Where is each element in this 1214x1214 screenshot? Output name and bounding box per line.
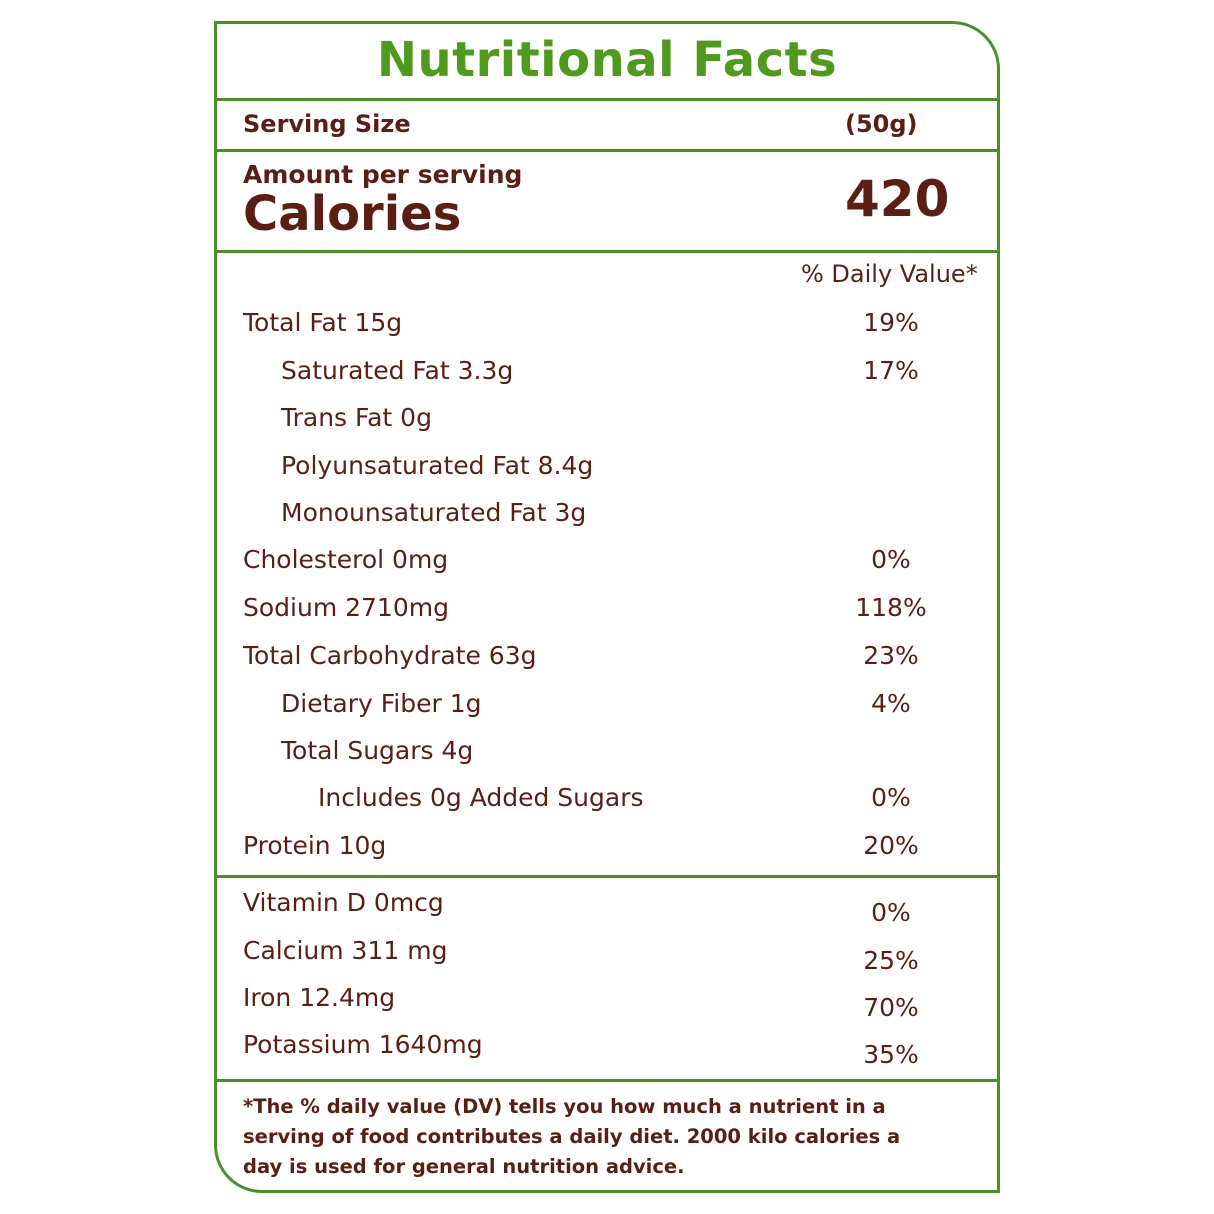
vitamin-daily-value: 70% — [863, 993, 919, 1022]
nutrient-name: Total Carbohydrate 63g — [243, 641, 537, 670]
vitamin-row: Iron 12.4mg 70% — [217, 983, 997, 1023]
nutrient-name: Trans Fat 0g — [281, 403, 432, 432]
nutrient-name: Includes 0g Added Sugars — [318, 783, 644, 812]
vitamin-daily-value: 25% — [863, 946, 919, 975]
nutrient-daily-value: 19% — [863, 308, 919, 337]
vitamin-row: Potassium 1640mg 35% — [217, 1030, 997, 1070]
nutrient-row: Sodium 2710mg 118% — [217, 593, 997, 633]
vitamin-daily-value: 0% — [871, 898, 911, 927]
divider-vitamins — [217, 875, 997, 878]
nutrient-name: Polyunsaturated Fat 8.4g — [281, 451, 594, 480]
nutrient-row: Trans Fat 0g — [217, 403, 997, 443]
panel-title: Nutritional Facts — [376, 32, 838, 88]
nutrient-name: Protein 10g — [243, 831, 387, 860]
nutrient-name: Dietary Fiber 1g — [281, 689, 482, 718]
vitamin-row: Vitamin D 0mcg 0% — [217, 888, 997, 928]
divider-title — [217, 98, 997, 101]
nutrient-daily-value: 4% — [871, 689, 911, 718]
nutrient-row: Cholesterol 0mg 0% — [217, 545, 997, 585]
nutrient-daily-value: 0% — [871, 783, 911, 812]
daily-value-header: % Daily Value* — [801, 260, 978, 288]
nutrient-row: Polyunsaturated Fat 8.4g — [217, 451, 997, 491]
nutrient-daily-value: 17% — [863, 356, 919, 385]
amount-per-serving-label: Amount per serving — [243, 160, 523, 189]
nutrient-daily-value: 118% — [855, 593, 927, 622]
calories-label: Calories — [243, 186, 462, 242]
nutrient-name: Monounsaturated Fat 3g — [281, 498, 587, 527]
vitamin-name: Calcium 311 mg — [243, 936, 448, 965]
nutrient-row: Includes 0g Added Sugars 0% — [217, 783, 997, 823]
calories-value: 420 — [845, 170, 950, 228]
divider-footnote — [217, 1079, 997, 1082]
nutrient-name: Total Fat 15g — [243, 308, 403, 337]
vitamin-row: Calcium 311 mg 25% — [217, 936, 997, 976]
vitamin-name: Potassium 1640mg — [243, 1030, 483, 1059]
divider-calories — [217, 250, 997, 253]
nutrient-row: Total Carbohydrate 63g 23% — [217, 641, 997, 681]
footnote: *The % daily value (DV) tells you how mu… — [243, 1095, 901, 1178]
nutrient-name: Saturated Fat 3.3g — [281, 356, 514, 385]
vitamin-name: Vitamin D 0mcg — [243, 888, 444, 917]
nutrient-name: Cholesterol 0mg — [243, 545, 449, 574]
nutrient-row: Monounsaturated Fat 3g — [217, 498, 997, 538]
vitamin-name: Iron 12.4mg — [243, 983, 396, 1012]
nutrition-facts-panel: Nutritional Facts Serving Size (50g) Amo… — [214, 21, 1000, 1193]
serving-size-label: Serving Size — [243, 110, 411, 138]
nutrient-row: Total Sugars 4g — [217, 736, 997, 776]
nutrient-daily-value: 0% — [871, 545, 911, 574]
nutrient-daily-value: 23% — [863, 641, 919, 670]
nutrient-row: Dietary Fiber 1g 4% — [217, 689, 997, 729]
vitamin-daily-value: 35% — [863, 1040, 919, 1069]
nutrient-row: Total Fat 15g 19% — [217, 308, 997, 348]
serving-size-value: (50g) — [845, 110, 918, 138]
nutrient-name: Total Sugars 4g — [281, 736, 474, 765]
divider-serving — [217, 149, 997, 152]
nutrient-row: Saturated Fat 3.3g 17% — [217, 356, 997, 396]
nutrient-daily-value: 20% — [863, 831, 919, 860]
nutrient-name: Sodium 2710mg — [243, 593, 449, 622]
nutrient-row: Protein 10g 20% — [217, 831, 997, 871]
